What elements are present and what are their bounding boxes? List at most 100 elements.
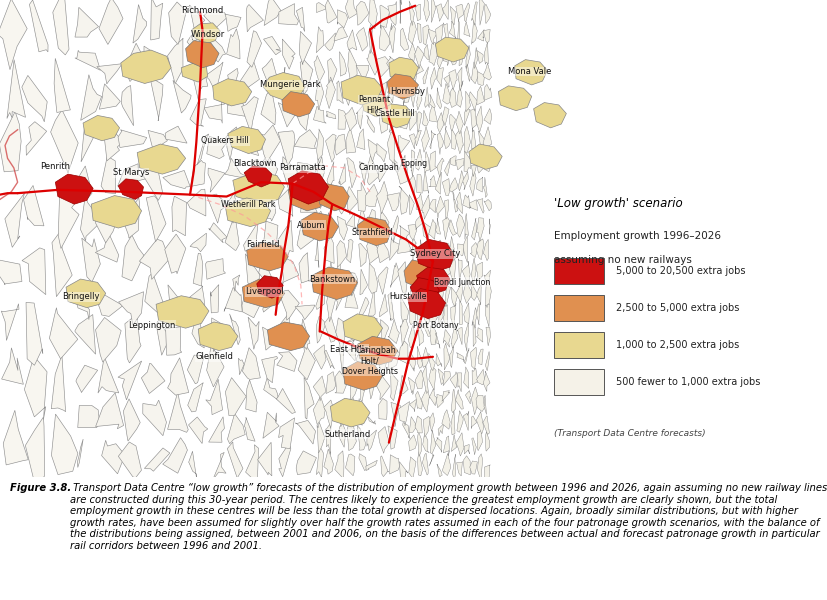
- Polygon shape: [476, 106, 482, 132]
- Polygon shape: [390, 455, 399, 474]
- Polygon shape: [407, 289, 445, 319]
- Polygon shape: [485, 431, 490, 451]
- Polygon shape: [476, 239, 483, 260]
- Polygon shape: [366, 460, 377, 470]
- Polygon shape: [334, 451, 343, 479]
- Polygon shape: [324, 261, 334, 291]
- Polygon shape: [74, 50, 100, 70]
- Polygon shape: [402, 422, 409, 439]
- Polygon shape: [26, 417, 45, 485]
- Polygon shape: [347, 239, 352, 263]
- Polygon shape: [97, 64, 122, 84]
- Polygon shape: [327, 58, 337, 83]
- Polygon shape: [470, 242, 477, 257]
- Polygon shape: [464, 126, 470, 153]
- Polygon shape: [325, 0, 337, 23]
- Polygon shape: [75, 7, 98, 37]
- Polygon shape: [355, 82, 367, 97]
- Polygon shape: [205, 259, 225, 279]
- Polygon shape: [462, 411, 468, 431]
- Text: 500 fewer to 1,000 extra jobs: 500 fewer to 1,000 extra jobs: [614, 377, 759, 387]
- Polygon shape: [468, 144, 501, 169]
- Polygon shape: [355, 325, 366, 337]
- Polygon shape: [435, 218, 440, 234]
- Polygon shape: [54, 58, 70, 113]
- Text: Parramatta: Parramatta: [279, 163, 325, 172]
- Polygon shape: [388, 346, 399, 370]
- Polygon shape: [169, 2, 186, 44]
- Polygon shape: [485, 352, 489, 371]
- Polygon shape: [52, 232, 72, 296]
- Polygon shape: [471, 283, 477, 301]
- Polygon shape: [430, 430, 435, 454]
- Polygon shape: [435, 37, 468, 62]
- Text: Epping: Epping: [400, 158, 427, 167]
- Polygon shape: [390, 403, 400, 427]
- Polygon shape: [469, 200, 477, 211]
- Polygon shape: [259, 195, 275, 221]
- Polygon shape: [258, 257, 275, 289]
- Polygon shape: [483, 199, 491, 211]
- Polygon shape: [421, 388, 429, 412]
- Polygon shape: [437, 68, 443, 86]
- Polygon shape: [356, 207, 366, 235]
- Polygon shape: [227, 94, 245, 116]
- Polygon shape: [442, 391, 449, 401]
- Bar: [553, 368, 604, 395]
- Polygon shape: [485, 279, 490, 306]
- Polygon shape: [336, 81, 343, 104]
- Polygon shape: [313, 396, 325, 425]
- Polygon shape: [423, 44, 428, 60]
- Polygon shape: [282, 157, 297, 192]
- Polygon shape: [415, 239, 454, 271]
- Polygon shape: [435, 353, 442, 367]
- Polygon shape: [141, 364, 165, 394]
- Polygon shape: [66, 279, 106, 308]
- Polygon shape: [408, 352, 415, 371]
- Polygon shape: [278, 418, 294, 449]
- Polygon shape: [246, 380, 257, 412]
- Polygon shape: [137, 144, 185, 174]
- Polygon shape: [361, 369, 365, 401]
- Polygon shape: [227, 68, 238, 91]
- Polygon shape: [412, 237, 416, 263]
- Polygon shape: [409, 1, 414, 26]
- Polygon shape: [387, 132, 394, 164]
- Polygon shape: [389, 57, 418, 82]
- Polygon shape: [388, 319, 399, 344]
- Polygon shape: [421, 126, 429, 152]
- Polygon shape: [244, 418, 255, 441]
- Polygon shape: [463, 303, 469, 324]
- Polygon shape: [471, 109, 476, 132]
- Polygon shape: [369, 342, 377, 370]
- Polygon shape: [388, 426, 397, 449]
- Text: Bondi Junction: Bondi Junction: [434, 278, 490, 287]
- Polygon shape: [316, 156, 324, 182]
- Polygon shape: [367, 155, 379, 185]
- Polygon shape: [330, 398, 370, 427]
- Polygon shape: [356, 129, 365, 149]
- Polygon shape: [422, 366, 428, 394]
- Polygon shape: [299, 253, 311, 283]
- Polygon shape: [483, 154, 491, 172]
- Text: Caringbah: Caringbah: [356, 346, 396, 355]
- Polygon shape: [416, 267, 449, 293]
- Polygon shape: [471, 130, 476, 149]
- Polygon shape: [225, 377, 246, 416]
- Polygon shape: [476, 155, 483, 173]
- Polygon shape: [451, 46, 457, 65]
- Polygon shape: [429, 326, 437, 344]
- Polygon shape: [428, 42, 437, 66]
- Polygon shape: [296, 7, 304, 32]
- Polygon shape: [380, 456, 388, 476]
- Polygon shape: [99, 84, 120, 109]
- Polygon shape: [5, 193, 25, 247]
- Polygon shape: [145, 448, 170, 471]
- Polygon shape: [416, 193, 423, 211]
- Polygon shape: [471, 258, 476, 285]
- Polygon shape: [2, 348, 23, 384]
- Polygon shape: [430, 262, 436, 286]
- Polygon shape: [313, 344, 326, 369]
- Polygon shape: [197, 134, 208, 164]
- Polygon shape: [409, 416, 416, 433]
